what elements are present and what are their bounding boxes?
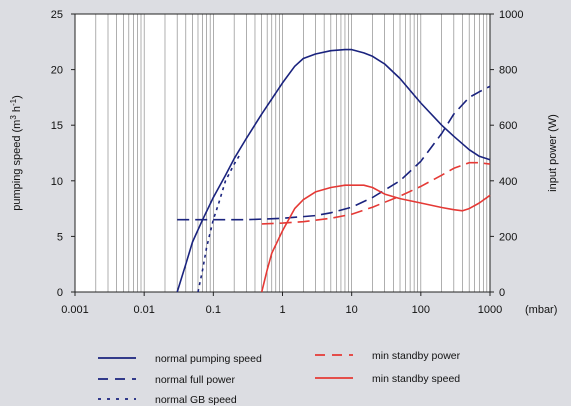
y-left-tick-label: 10: [51, 176, 63, 188]
x-tick-label: 100: [412, 304, 430, 316]
x-tick-label: 1: [279, 304, 285, 316]
legend: normal pumping speed normal full power nor…: [98, 350, 461, 406]
x-tick-label: 0.001: [61, 304, 89, 316]
legend-label-normal-GB-speed: normal GB speed: [155, 394, 237, 406]
y-right-tick-label: 600: [499, 120, 517, 132]
y-left-tick-label: 20: [51, 65, 63, 77]
y-right-tick-label: 400: [499, 176, 517, 188]
y-left-tick-label: 15: [51, 120, 63, 132]
series-line-normal-full-power: [177, 85, 491, 221]
x-tick-label: 1000: [478, 304, 502, 316]
series-layer: [176, 48, 491, 293]
x-unit-label: (mbar): [525, 304, 557, 316]
x-tick-label: 0.1: [206, 304, 221, 316]
legend-label-normal-full-power: normal full power: [155, 374, 235, 386]
y-left-tick-label: 5: [57, 231, 63, 243]
series-line-min-standby-speed: [260, 184, 491, 293]
legend-label-min-standby-speed: min standby speed: [372, 373, 460, 385]
legend-label-normal-pumping-speed: normal pumping speed: [155, 353, 262, 365]
legend-label-min-standby-power: min standby power: [372, 350, 461, 362]
y-right-tick-label: 200: [499, 231, 517, 243]
series-line-normal-pumping-speed: [176, 48, 491, 293]
x-tick-label: 0.01: [133, 304, 154, 316]
y-axis-right-label: input power (W): [547, 114, 559, 192]
grid-lines: [95, 14, 488, 292]
y-left-tick-label: 0: [57, 287, 63, 299]
axes: [71, 13, 494, 296]
y-right-tick-label: 1000: [499, 9, 523, 21]
y-left-tick-label: 25: [51, 9, 63, 21]
tick-labels: 0.001 0.01 0.1 1 10 100 1000 0 5 10 15 20 25 0 200 400 6…: [51, 9, 524, 316]
y-right-tick-label: 0: [499, 287, 505, 299]
series-line-min-standby-power: [261, 161, 491, 225]
y-right-tick-label: 800: [499, 65, 517, 77]
y-axis-left-label: pumping speed (m3 h-1): [9, 95, 23, 211]
x-tick-label: 10: [346, 304, 358, 316]
